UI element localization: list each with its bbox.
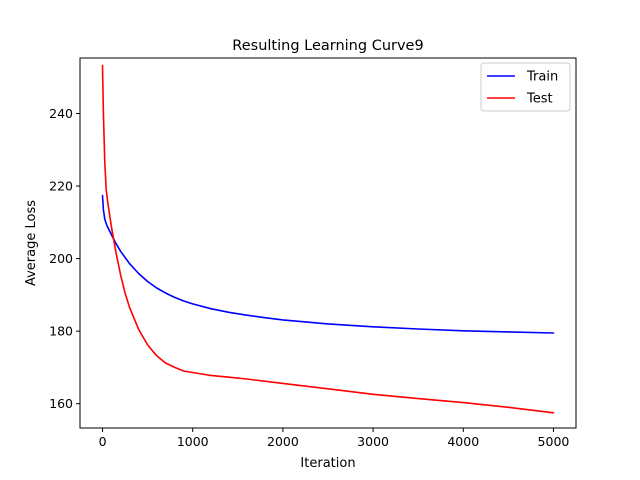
y-tick-label: 200 <box>49 251 73 266</box>
x-tick-label: 1000 <box>177 434 209 449</box>
series-line-test <box>101 64 555 414</box>
legend-label-test: Test <box>526 92 553 107</box>
y-axis-label: Average Loss <box>24 200 39 286</box>
y-axis: 160 180 200 220 240 <box>49 106 80 411</box>
chart-title: Resulting Learning Curve9 <box>232 38 423 54</box>
y-tick-label: 160 <box>49 396 73 411</box>
plot-area <box>80 58 576 428</box>
y-tick-label: 180 <box>49 324 73 339</box>
x-axis: 0 1000 2000 3000 4000 5000 <box>99 428 570 449</box>
x-tick-label: 3000 <box>357 434 389 449</box>
plot-frame <box>79 57 577 429</box>
legend-box <box>480 62 571 112</box>
x-tick-label: 2000 <box>267 434 299 449</box>
legend: Train Test <box>480 62 571 112</box>
x-tick-label: 0 <box>99 434 107 449</box>
y-tick-label: 220 <box>49 179 73 194</box>
x-tick-label: 4000 <box>447 434 479 449</box>
y-tick-label: 240 <box>49 106 73 121</box>
legend-label-train: Train <box>526 70 558 85</box>
x-tick-label: 5000 <box>538 434 570 449</box>
series-layer <box>101 64 555 414</box>
x-axis-label: Iteration <box>300 456 355 471</box>
